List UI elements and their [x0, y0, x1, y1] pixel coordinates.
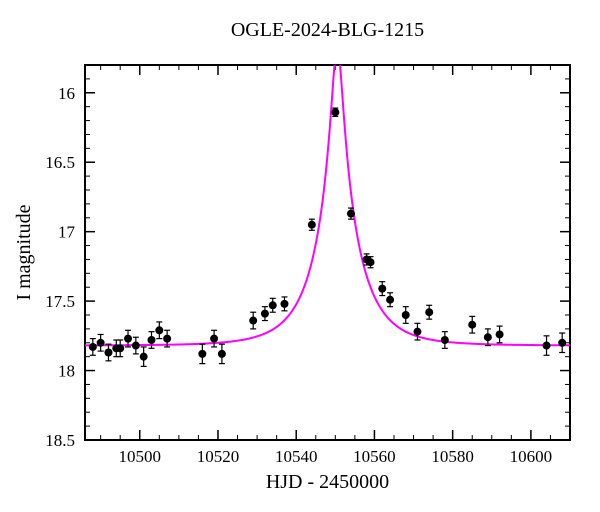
y-tick-label: 17.5 [45, 292, 75, 311]
data-point [308, 221, 316, 229]
data-point [269, 301, 277, 309]
chart-title: OGLE-2024-BLG-1215 [231, 19, 424, 41]
data-point [347, 210, 355, 218]
y-axis-label: I magnitude [13, 204, 35, 300]
data-point [147, 336, 155, 344]
data-point [116, 344, 124, 352]
data-point [378, 285, 386, 293]
data-point [140, 353, 148, 361]
x-tick-label: 10500 [119, 447, 162, 466]
data-point [543, 342, 551, 350]
data-point [155, 326, 163, 334]
data-point [367, 258, 375, 266]
y-tick-label: 18 [58, 362, 75, 381]
x-tick-label: 10520 [197, 447, 240, 466]
data-point [249, 317, 257, 325]
data-point [218, 350, 226, 358]
data-point [104, 349, 112, 357]
data-point [261, 310, 269, 318]
data-point [124, 335, 132, 343]
data-point [402, 311, 410, 319]
data-point [496, 330, 504, 338]
chart-svg: OGLE-2024-BLG-1215 10500 10520 10540 10560 10… [0, 0, 600, 512]
x-tick-label: 10540 [275, 447, 318, 466]
data-point [280, 300, 288, 308]
data-point [484, 333, 492, 341]
data-point [425, 308, 433, 316]
y-tick-label: 17 [58, 223, 76, 242]
data-point [163, 335, 171, 343]
data-point [331, 108, 339, 116]
lightcurve-chart: OGLE-2024-BLG-1215 10500 10520 10540 10560 10… [0, 0, 600, 512]
x-tick-label: 10560 [353, 447, 396, 466]
data-point [97, 339, 105, 347]
data-point [413, 328, 421, 336]
y-tick-label: 16 [58, 84, 75, 103]
y-tick-label: 18.5 [45, 431, 75, 450]
data-point [441, 336, 449, 344]
y-tick-label: 16.5 [45, 153, 75, 172]
x-tick-label: 10600 [510, 447, 553, 466]
data-point [132, 342, 140, 350]
x-tick-label: 10580 [431, 447, 474, 466]
data-point [558, 339, 566, 347]
data-point [198, 350, 206, 358]
data-point [210, 335, 218, 343]
data-point [89, 343, 97, 351]
data-point [468, 321, 476, 329]
x-axis-label: HJD - 2450000 [266, 471, 389, 493]
data-point [386, 296, 394, 304]
